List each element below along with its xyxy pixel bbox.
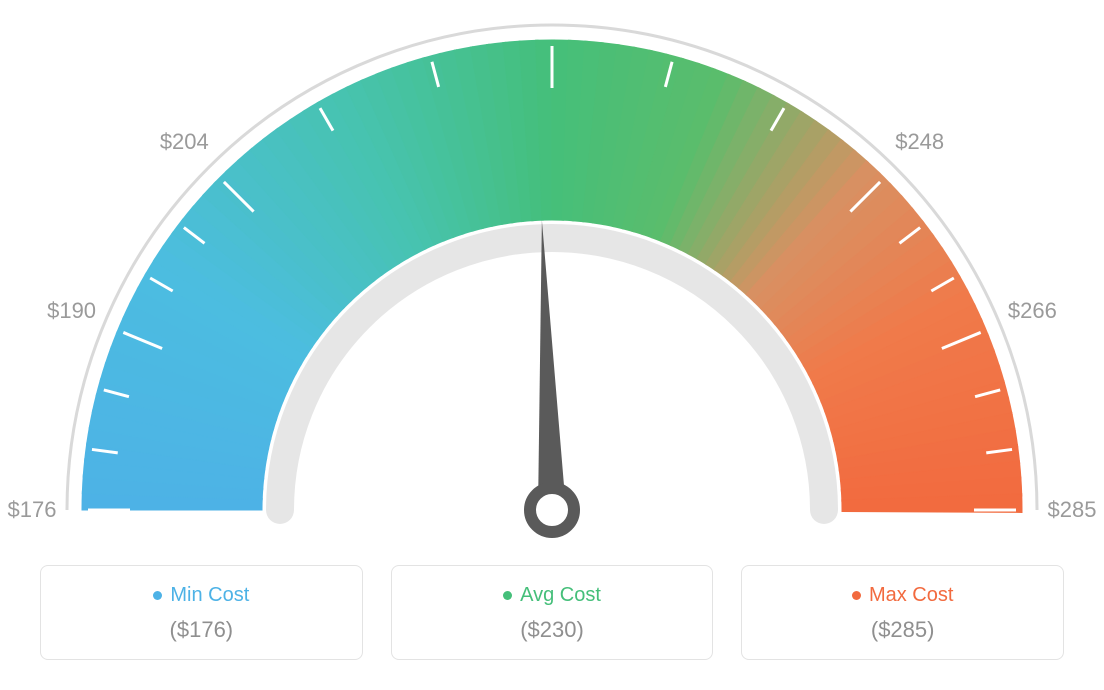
legend-card-min: Min Cost ($176): [40, 565, 363, 660]
gauge-tick-label: $190: [47, 298, 96, 324]
gauge-tick-label: $248: [895, 129, 944, 155]
gauge-area: $176 $190 $204 $230 $248 $266 $285: [0, 0, 1104, 560]
legend-card-max: Max Cost ($285): [741, 565, 1064, 660]
cost-gauge-container: $176 $190 $204 $230 $248 $266 $285 Min Cost ($…: [0, 0, 1104, 690]
legend-title-text: Min Cost: [170, 584, 249, 607]
legend-row: Min Cost ($176) Avg Cost ($230) Max Cost…: [40, 565, 1064, 660]
legend-title-min: Min Cost: [153, 584, 249, 607]
legend-card-avg: Avg Cost ($230): [391, 565, 714, 660]
legend-title-text: Max Cost: [869, 584, 953, 607]
gauge-tick-label: $266: [1008, 298, 1057, 324]
legend-value-max: ($285): [752, 617, 1053, 643]
legend-title-avg: Avg Cost: [503, 584, 601, 607]
gauge-tick-label: $204: [160, 129, 209, 155]
legend-title-text: Avg Cost: [520, 584, 601, 607]
dot-icon: [852, 591, 861, 600]
gauge-svg: [0, 0, 1104, 560]
legend-title-max: Max Cost: [852, 584, 953, 607]
gauge-tick-label: $230: [528, 0, 577, 3]
gauge-tick-label: $176: [8, 497, 57, 523]
dot-icon: [503, 591, 512, 600]
legend-value-avg: ($230): [402, 617, 703, 643]
legend-value-min: ($176): [51, 617, 352, 643]
dot-icon: [153, 591, 162, 600]
gauge-tick-label: $285: [1048, 497, 1097, 523]
